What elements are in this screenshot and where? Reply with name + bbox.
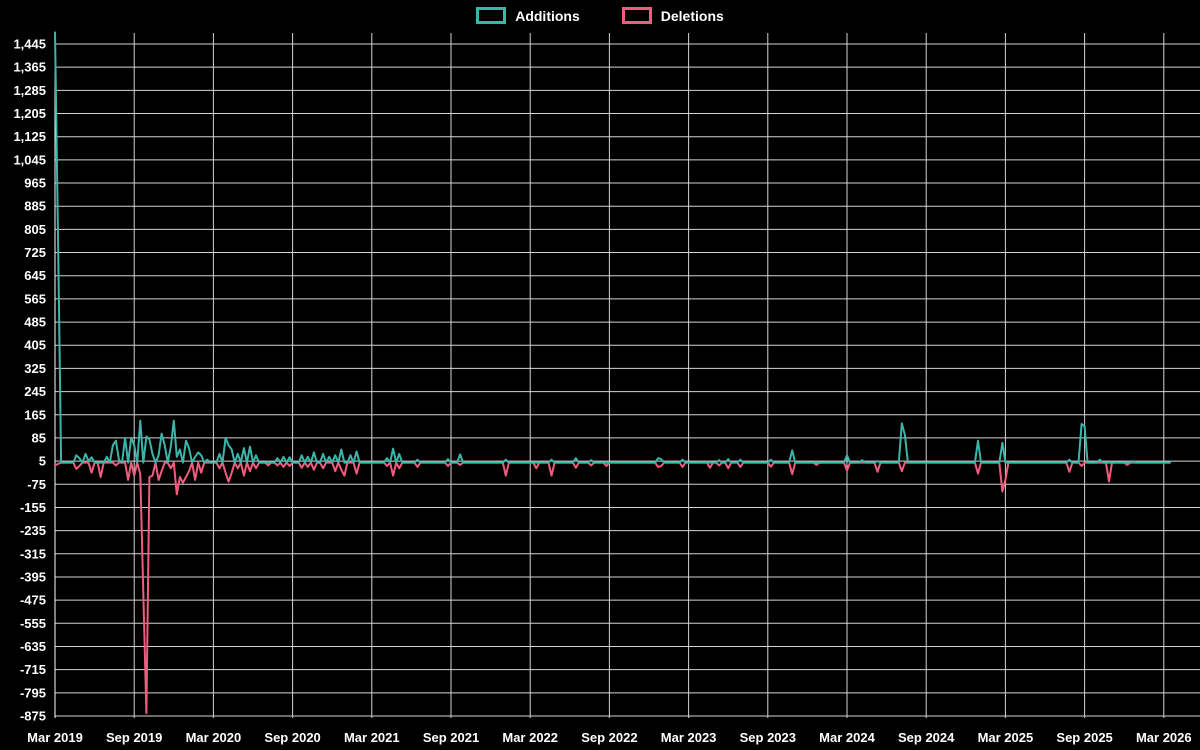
svg-text:Mar 2026: Mar 2026 <box>1136 730 1192 745</box>
svg-text:Mar 2025: Mar 2025 <box>978 730 1034 745</box>
svg-text:245: 245 <box>24 384 46 399</box>
svg-text:Sep 2019: Sep 2019 <box>106 730 162 745</box>
deletions-line <box>54 461 1171 715</box>
additions-swatch-icon <box>476 7 507 24</box>
svg-text:Mar 2023: Mar 2023 <box>661 730 717 745</box>
svg-text:1,365: 1,365 <box>13 60 46 75</box>
svg-text:1,445: 1,445 <box>13 37 46 52</box>
svg-text:Sep 2022: Sep 2022 <box>581 730 637 745</box>
svg-text:-795: -795 <box>20 685 46 700</box>
svg-text:805: 805 <box>24 222 46 237</box>
vertical-gridlines <box>54 33 1165 718</box>
svg-text:-635: -635 <box>20 639 46 654</box>
y-axis-tick-labels: 1,445 1,365 1,285 1,205 1,125 1,045 965 885 805 7… <box>13 37 46 724</box>
legend-item-additions[interactable]: Additions <box>476 7 580 24</box>
svg-text:-235: -235 <box>20 523 46 538</box>
chart-legend: Additions Deletions <box>0 7 1200 24</box>
svg-text:405: 405 <box>24 338 46 353</box>
svg-text:-475: -475 <box>20 593 46 608</box>
svg-text:1,285: 1,285 <box>13 83 46 98</box>
svg-text:165: 165 <box>24 407 46 422</box>
svg-text:Mar 2022: Mar 2022 <box>502 730 558 745</box>
svg-text:565: 565 <box>24 291 46 306</box>
svg-text:1,125: 1,125 <box>13 129 46 144</box>
svg-text:-315: -315 <box>20 546 46 561</box>
svg-text:1,045: 1,045 <box>13 152 46 167</box>
svg-text:Sep 2020: Sep 2020 <box>264 730 320 745</box>
svg-text:85: 85 <box>32 430 46 445</box>
svg-text:485: 485 <box>24 315 46 330</box>
legend-label-deletions: Deletions <box>660 7 724 24</box>
svg-text:-555: -555 <box>20 616 46 631</box>
svg-text:645: 645 <box>24 268 46 283</box>
svg-text:-875: -875 <box>20 709 46 724</box>
svg-text:725: 725 <box>24 245 46 260</box>
x-axis-tick-labels: Mar 2019 Sep 2019 Mar 2020 Sep 2020 Mar 2021… <box>27 730 1191 745</box>
svg-text:-395: -395 <box>20 569 46 584</box>
svg-text:Sep 2025: Sep 2025 <box>1056 730 1112 745</box>
svg-text:-715: -715 <box>20 662 46 677</box>
svg-text:1,205: 1,205 <box>13 106 46 121</box>
svg-text:Mar 2020: Mar 2020 <box>186 730 242 745</box>
svg-text:885: 885 <box>24 199 46 214</box>
svg-text:-75: -75 <box>27 477 46 492</box>
svg-text:Sep 2023: Sep 2023 <box>740 730 796 745</box>
legend-item-deletions[interactable]: Deletions <box>621 7 724 24</box>
svg-text:Mar 2021: Mar 2021 <box>344 730 400 745</box>
svg-text:965: 965 <box>24 176 46 191</box>
svg-text:Sep 2021: Sep 2021 <box>423 730 479 745</box>
svg-text:5: 5 <box>39 454 46 469</box>
svg-text:Mar 2019: Mar 2019 <box>27 730 83 745</box>
horizontal-gridlines <box>55 43 1200 717</box>
svg-text:Mar 2024: Mar 2024 <box>819 730 875 745</box>
additions-line <box>54 31 1171 464</box>
legend-label-additions: Additions <box>515 7 580 24</box>
svg-text:Sep 2024: Sep 2024 <box>898 730 955 745</box>
svg-text:325: 325 <box>24 361 46 376</box>
svg-text:-155: -155 <box>20 500 46 515</box>
deletions-swatch-icon <box>621 7 652 24</box>
